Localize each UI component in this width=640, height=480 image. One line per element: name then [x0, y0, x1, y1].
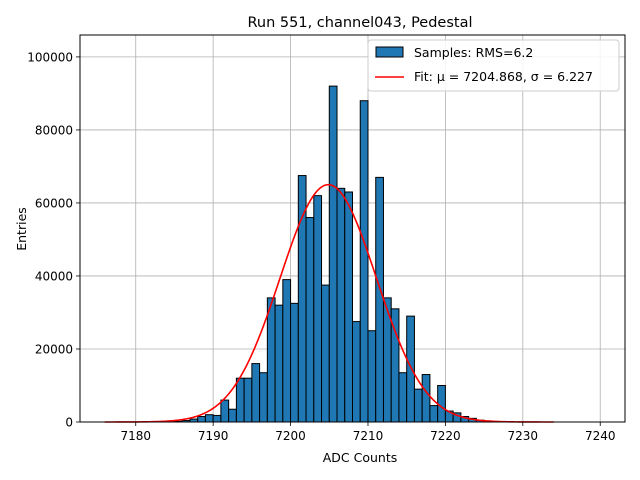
histogram-bar [313, 195, 323, 423]
y-axis-ticks: 0 20000 40000 60000 80000 100000 [27, 50, 80, 430]
x-axis-label: ADC Counts [323, 450, 398, 465]
histogram-bar [421, 374, 431, 423]
y-axis-label: Entries [14, 207, 29, 251]
x-tick-label: 7210 [353, 429, 384, 443]
histogram-bar [406, 315, 415, 423]
plot-area: 7180 7190 7200 7210 7220 7230 7240 0 20000 40000… [27, 34, 626, 443]
histogram-bar [336, 187, 346, 423]
y-tick-label: 80000 [35, 123, 73, 137]
legend-fit-label: Fit: μ = 7204.868, σ = 6.227 [414, 69, 593, 84]
y-tick-label: 0 [65, 416, 73, 430]
histogram-bar [429, 405, 439, 423]
fit-curve [104, 183, 554, 423]
histogram-bar [321, 284, 330, 423]
histogram-bar [398, 372, 408, 423]
histogram-bar [266, 297, 276, 423]
histogram-bar [367, 330, 377, 423]
x-tick-label: 7240 [585, 429, 616, 443]
y-tick-label: 60000 [35, 196, 73, 210]
histogram-bars [173, 85, 493, 423]
histogram-bar [437, 384, 446, 423]
x-tick-label: 7190 [198, 429, 229, 443]
histogram-bar [204, 414, 214, 423]
histogram-bar [259, 372, 268, 423]
axes-frame [79, 34, 626, 423]
y-tick-label: 20000 [35, 342, 73, 356]
x-tick-label: 7180 [120, 429, 151, 443]
y-tick-label: 40000 [35, 269, 73, 283]
y-tick-label: 100000 [27, 50, 73, 64]
histogram-bar [220, 399, 230, 423]
histogram-bar [352, 321, 361, 423]
histogram-bar [243, 377, 253, 423]
x-tick-label: 7230 [508, 429, 539, 443]
histogram-bar [228, 408, 237, 423]
legend: Samples: RMS=6.2 Fit: μ = 7204.868, σ = … [367, 39, 620, 92]
histogram-bar [251, 363, 261, 423]
histogram-bar [290, 302, 299, 423]
histogram-bar [344, 191, 353, 423]
histogram-bar [197, 416, 206, 423]
histogram-bar [212, 414, 222, 423]
histogram-bar [328, 85, 338, 423]
histogram-bar [274, 304, 284, 423]
chart-title: Run 551, channel043, Pedestal [247, 15, 472, 31]
legend-histogram-swatch [375, 46, 404, 58]
x-axis-ticks: 7180 7190 7200 7210 7220 7230 7240 [120, 422, 616, 443]
histogram-bar [305, 217, 315, 423]
histogram-bar [375, 176, 384, 423]
legend-histogram-label: Samples: RMS=6.2 [414, 45, 533, 60]
legend-frame [367, 39, 620, 92]
histogram-bar [282, 279, 292, 423]
histogram-bar [359, 100, 369, 423]
histogram-bar [413, 388, 423, 423]
x-tick-label: 7220 [430, 429, 461, 443]
x-tick-label: 7200 [275, 429, 306, 443]
histogram-bar [235, 377, 245, 423]
